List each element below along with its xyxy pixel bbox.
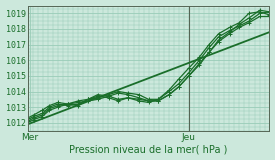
X-axis label: Pression niveau de la mer( hPa ): Pression niveau de la mer( hPa )	[69, 144, 228, 154]
